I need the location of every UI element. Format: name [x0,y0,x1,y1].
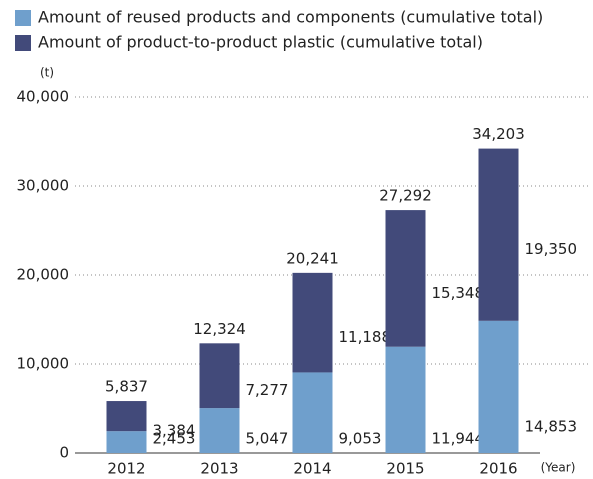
y-tick-label: 20,000 [17,266,70,284]
x-tick-label: 2016 [479,460,517,478]
value-label: 11,944 [432,430,485,448]
bar-segment [478,320,519,453]
x-tick-label: 2012 [107,460,145,478]
bar-segment [199,408,240,453]
bar-segment [199,343,240,409]
total-label: 34,203 [472,125,525,143]
bar-segment [385,346,426,453]
value-label: 9,053 [339,430,382,448]
bar-segment [385,210,426,347]
x-tick-label: 2014 [293,460,331,478]
total-label: 27,292 [379,187,432,205]
total-label: 12,324 [193,320,246,338]
y-tick-label: 40,000 [17,88,70,106]
bar-segment [292,372,333,453]
legend-swatch [15,10,31,26]
total-label: 20,241 [286,249,339,267]
bar-segment [106,431,147,453]
y-axis-label: (t) [40,66,54,80]
x-tick-label: 2015 [386,460,424,478]
value-label: 11,188 [339,328,392,346]
value-label: 5,047 [246,430,289,448]
x-axis-label: (Year) [541,461,576,475]
y-tick-label: 30,000 [17,177,70,195]
value-label: 2,453 [153,430,196,448]
legend-label: Amount of reused products and components… [38,8,543,27]
value-label: 7,277 [246,381,289,399]
y-tick-label: 10,000 [17,355,70,373]
y-tick-label: 0 [59,444,69,462]
bar-segment [292,272,333,373]
legend-swatch [15,35,31,51]
bar-segment [106,401,147,432]
x-tick-label: 2013 [200,460,238,478]
value-label: 15,348 [432,284,485,302]
bar-segment [478,148,519,321]
value-label: 19,350 [525,240,578,258]
legend-label: Amount of product-to-product plastic (cu… [38,33,483,52]
total-label: 5,837 [105,378,148,396]
value-label: 14,853 [525,417,578,435]
value-label: 3,384 [153,422,196,440]
